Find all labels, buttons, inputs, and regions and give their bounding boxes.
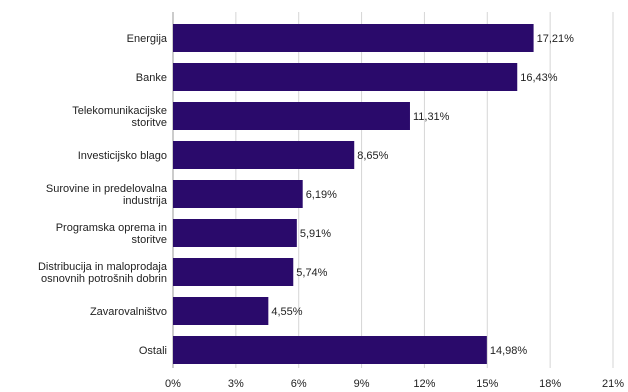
value-label: 11,31% [413, 111, 450, 123]
x-tick-label: 9% [354, 378, 370, 390]
value-label: 16,43% [520, 72, 558, 84]
x-tick-label: 18% [539, 378, 561, 390]
x-tick-label: 15% [476, 378, 498, 390]
x-tick-label: 6% [291, 378, 307, 390]
bar [173, 102, 410, 130]
bar [173, 180, 303, 208]
bar [173, 63, 518, 91]
x-tick-labels: 0% 3% 6% 9% 12% 15% 18% 21% [165, 378, 624, 390]
value-label: 5,74% [296, 267, 327, 279]
value-label: 17,21% [537, 33, 575, 45]
x-tick-label: 21% [602, 378, 624, 390]
category-label: Zavarovalništvo [90, 306, 167, 318]
category-label: Ostali [139, 345, 167, 357]
category-label: Telekomunikacijske storitve [72, 105, 167, 129]
category-label: Programska oprema in storitve [56, 222, 167, 246]
category-label: Banke [136, 72, 167, 84]
category-label: Distribucija in maloprodaja osnovnih potr… [38, 261, 168, 285]
category-label: Energija [127, 33, 168, 45]
x-tick-label: 12% [413, 378, 435, 390]
category-label: Surovine in predelovalna industrija [46, 183, 168, 207]
bar [173, 258, 294, 286]
value-label: 4,55% [271, 306, 302, 318]
bar [173, 24, 534, 52]
bars [173, 24, 534, 364]
value-labels: 17,21% 16,43% 11,31% 8,65% 6,19% 5,91% 5,74% 4,… [271, 33, 574, 357]
value-label: 14,98% [490, 345, 528, 357]
bar [173, 219, 297, 247]
value-label: 8,65% [357, 150, 388, 162]
category-labels: Energija Banke Telekomunikacijske storitve I… [38, 33, 168, 357]
value-label: 5,91% [300, 228, 331, 240]
bar [173, 141, 355, 169]
bar [173, 336, 487, 364]
category-label: Investicijsko blago [78, 150, 167, 162]
bar [173, 297, 269, 325]
value-label: 6,19% [306, 189, 337, 201]
x-tick-label: 3% [228, 378, 244, 390]
x-tick-label: 0% [165, 378, 181, 390]
